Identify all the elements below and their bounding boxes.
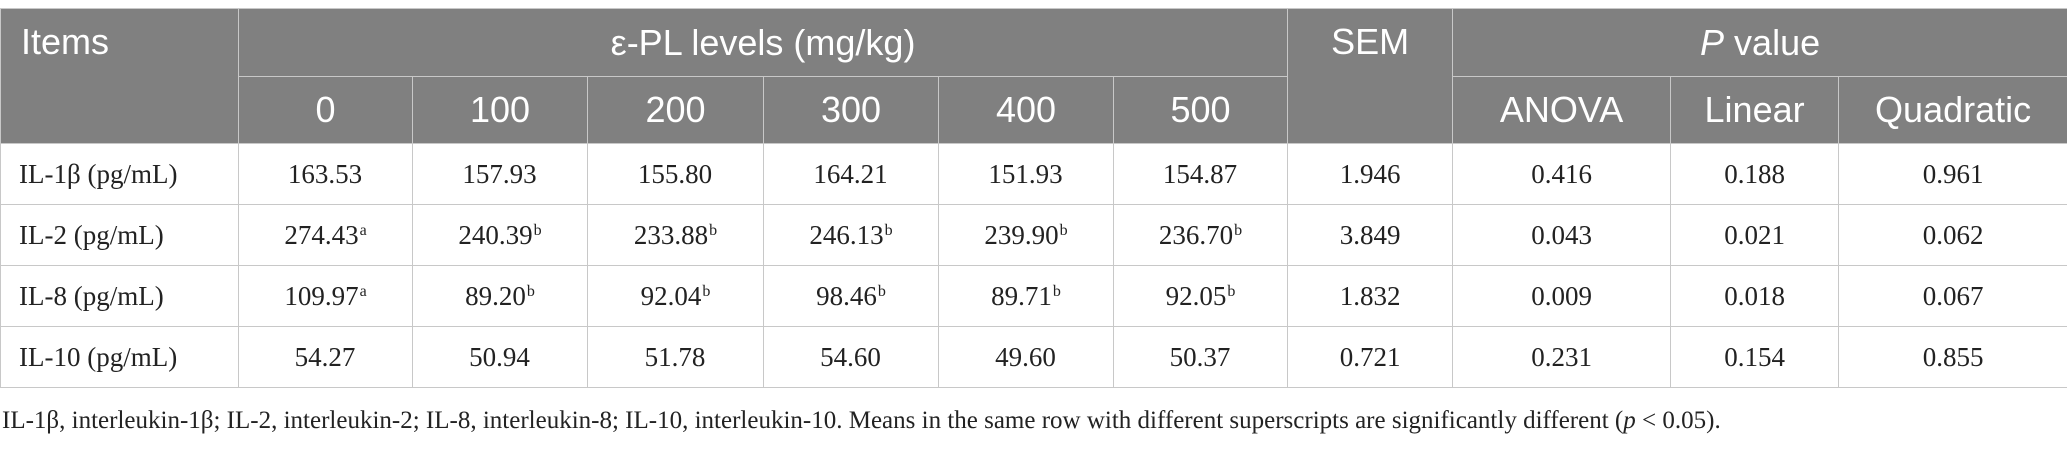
row-label: IL-8 (pg/mL) bbox=[0, 265, 239, 327]
value-cell: 274.43a bbox=[238, 204, 413, 266]
value-cell: 54.27 bbox=[238, 326, 413, 388]
anova-cell: 0.231 bbox=[1452, 326, 1672, 388]
value-cell: 98.46b bbox=[763, 265, 939, 327]
table-row: IL-2 (pg/mL) 274.43a 240.39b 233.88b 246… bbox=[0, 204, 2067, 266]
header-p-italic: P bbox=[1700, 21, 1725, 63]
header-level: 100 bbox=[412, 76, 588, 144]
row-label: IL-2 (pg/mL) bbox=[0, 204, 239, 266]
value-cell: 239.90b bbox=[938, 204, 1114, 266]
sem-cell: 1.832 bbox=[1287, 265, 1454, 327]
value-cell: 151.93 bbox=[938, 143, 1114, 205]
value-cell: 92.04b bbox=[587, 265, 764, 327]
anova-cell: 0.043 bbox=[1452, 204, 1672, 266]
header-sem: SEM bbox=[1287, 8, 1454, 144]
data-table: Items ε-PL levels (mg/kg) SEM P value 0 … bbox=[0, 8, 2067, 388]
header-p-rest: value bbox=[1724, 21, 1821, 63]
table-row: IL-10 (pg/mL) 54.27 50.94 51.78 54.60 49… bbox=[0, 326, 2067, 388]
value-cell: 164.21 bbox=[763, 143, 939, 205]
value-cell: 50.37 bbox=[1112, 326, 1289, 388]
row-label: IL-10 (pg/mL) bbox=[0, 326, 239, 388]
anova-cell: 0.416 bbox=[1452, 143, 1672, 205]
header-items: Items bbox=[0, 8, 239, 144]
header-level: 400 bbox=[938, 76, 1114, 144]
header-level: 500 bbox=[1112, 76, 1289, 144]
value-cell: 89.20b bbox=[412, 265, 588, 327]
table-footnote: IL-1β, interleukin-1β; IL-2, interleukin… bbox=[2, 407, 2062, 435]
header-level: 200 bbox=[587, 76, 764, 144]
linear-cell: 0.154 bbox=[1670, 326, 1840, 388]
linear-cell: 0.188 bbox=[1670, 143, 1840, 205]
value-cell: 51.78 bbox=[587, 326, 764, 388]
quadratic-cell: 0.067 bbox=[1838, 265, 2067, 327]
value-cell: 246.13b bbox=[763, 204, 939, 266]
sem-cell: 3.849 bbox=[1287, 204, 1454, 266]
value-cell: 49.60 bbox=[938, 326, 1114, 388]
linear-cell: 0.021 bbox=[1670, 204, 1840, 266]
header-anova: ANOVA bbox=[1452, 76, 1672, 144]
quadratic-cell: 0.855 bbox=[1838, 326, 2067, 388]
value-cell: 154.87 bbox=[1112, 143, 1289, 205]
value-cell: 92.05b bbox=[1112, 265, 1289, 327]
sem-cell: 1.946 bbox=[1287, 143, 1454, 205]
quadratic-cell: 0.062 bbox=[1838, 204, 2067, 266]
value-cell: 240.39b bbox=[412, 204, 588, 266]
value-cell: 50.94 bbox=[412, 326, 588, 388]
linear-cell: 0.018 bbox=[1670, 265, 1840, 327]
value-cell: 54.60 bbox=[763, 326, 939, 388]
header-quadratic: Quadratic bbox=[1838, 76, 2067, 144]
value-cell: 155.80 bbox=[587, 143, 764, 205]
value-cell: 236.70b bbox=[1112, 204, 1289, 266]
table-row: IL-8 (pg/mL) 109.97a 89.20b 92.04b 98.46… bbox=[0, 265, 2067, 327]
anova-cell: 0.009 bbox=[1452, 265, 1672, 327]
header-level: 0 bbox=[238, 76, 413, 144]
header-level: 300 bbox=[763, 76, 939, 144]
footnote-p-symbol: p bbox=[1623, 407, 1636, 434]
footnote-threshold: < 0.05). bbox=[1635, 407, 1721, 434]
row-label: IL-1β (pg/mL) bbox=[0, 143, 239, 205]
sem-cell: 0.721 bbox=[1287, 326, 1454, 388]
footnote-text: IL-1β, interleukin-1β; IL-2, interleukin… bbox=[2, 407, 1624, 434]
value-cell: 233.88b bbox=[587, 204, 764, 266]
value-cell: 89.71b bbox=[938, 265, 1114, 327]
header-linear: Linear bbox=[1670, 76, 1840, 144]
value-cell: 109.97a bbox=[238, 265, 413, 327]
quadratic-cell: 0.961 bbox=[1838, 143, 2067, 205]
table-row: IL-1β (pg/mL) 163.53 157.93 155.80 164.2… bbox=[0, 143, 2067, 205]
header-epl-levels: ε-PL levels (mg/kg) bbox=[237, 8, 1289, 77]
value-cell: 157.93 bbox=[412, 143, 588, 205]
header-p-value: P value bbox=[1452, 8, 2067, 77]
value-cell: 163.53 bbox=[238, 143, 413, 205]
